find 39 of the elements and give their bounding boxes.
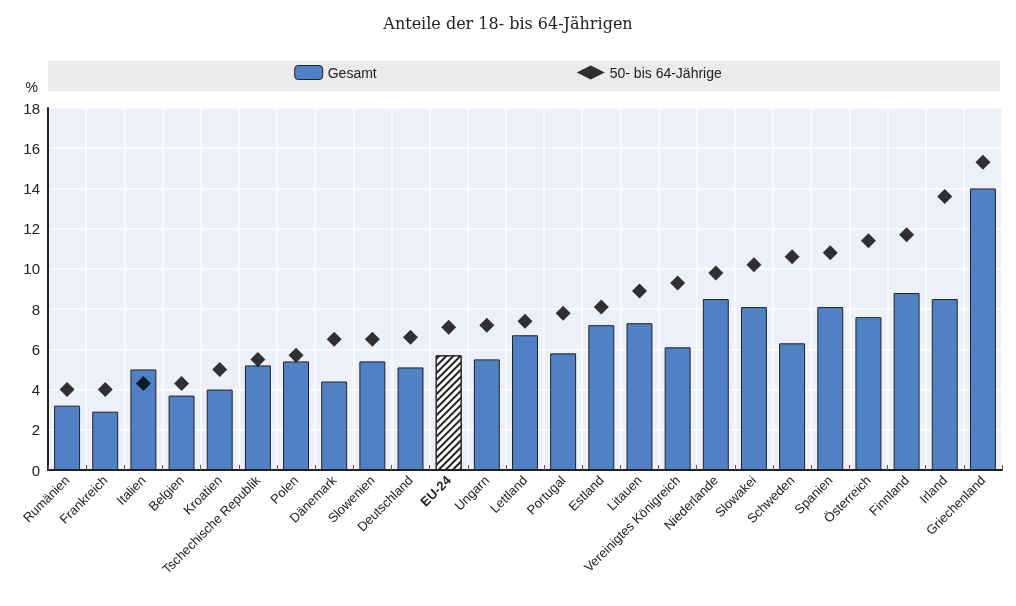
- y-tick-label: 10: [23, 260, 40, 278]
- point: [403, 329, 419, 345]
- y-tick-label: 0: [31, 461, 40, 479]
- legend-label: 50- bis 64-Jährige: [609, 64, 722, 81]
- point: [631, 283, 647, 299]
- y-tick-label: 4: [31, 381, 40, 399]
- point: [899, 227, 915, 243]
- y-axis-title: %: [25, 79, 38, 95]
- y-tick-label: 8: [31, 300, 40, 318]
- point: [937, 188, 953, 204]
- chart-title: Anteile der 18- bis 64-Jährigen: [382, 13, 633, 33]
- point: [517, 313, 533, 329]
- point: [593, 299, 609, 315]
- point: [135, 376, 151, 392]
- point: [746, 257, 762, 273]
- point: [250, 351, 266, 367]
- point: [441, 319, 457, 335]
- point: [364, 331, 380, 347]
- point: [288, 347, 304, 363]
- point: [59, 382, 75, 398]
- y-tick-label: 6: [31, 340, 40, 358]
- point: [555, 305, 571, 321]
- point: [97, 382, 113, 398]
- y-tick-label: 12: [23, 220, 40, 238]
- point: [212, 361, 228, 377]
- point: [670, 275, 686, 291]
- point: [822, 245, 838, 261]
- point: [708, 265, 724, 281]
- legend-label: Gesamt: [327, 64, 377, 81]
- point: [174, 376, 190, 392]
- point: [860, 233, 876, 249]
- point: [975, 154, 991, 170]
- point: [784, 249, 800, 265]
- y-tick-label: 16: [23, 139, 40, 157]
- y-tick-label: 2: [31, 421, 40, 439]
- y-tick-label: 18: [23, 99, 40, 117]
- point: [326, 331, 342, 347]
- point: [479, 317, 495, 333]
- y-tick-label: 14: [23, 179, 40, 197]
